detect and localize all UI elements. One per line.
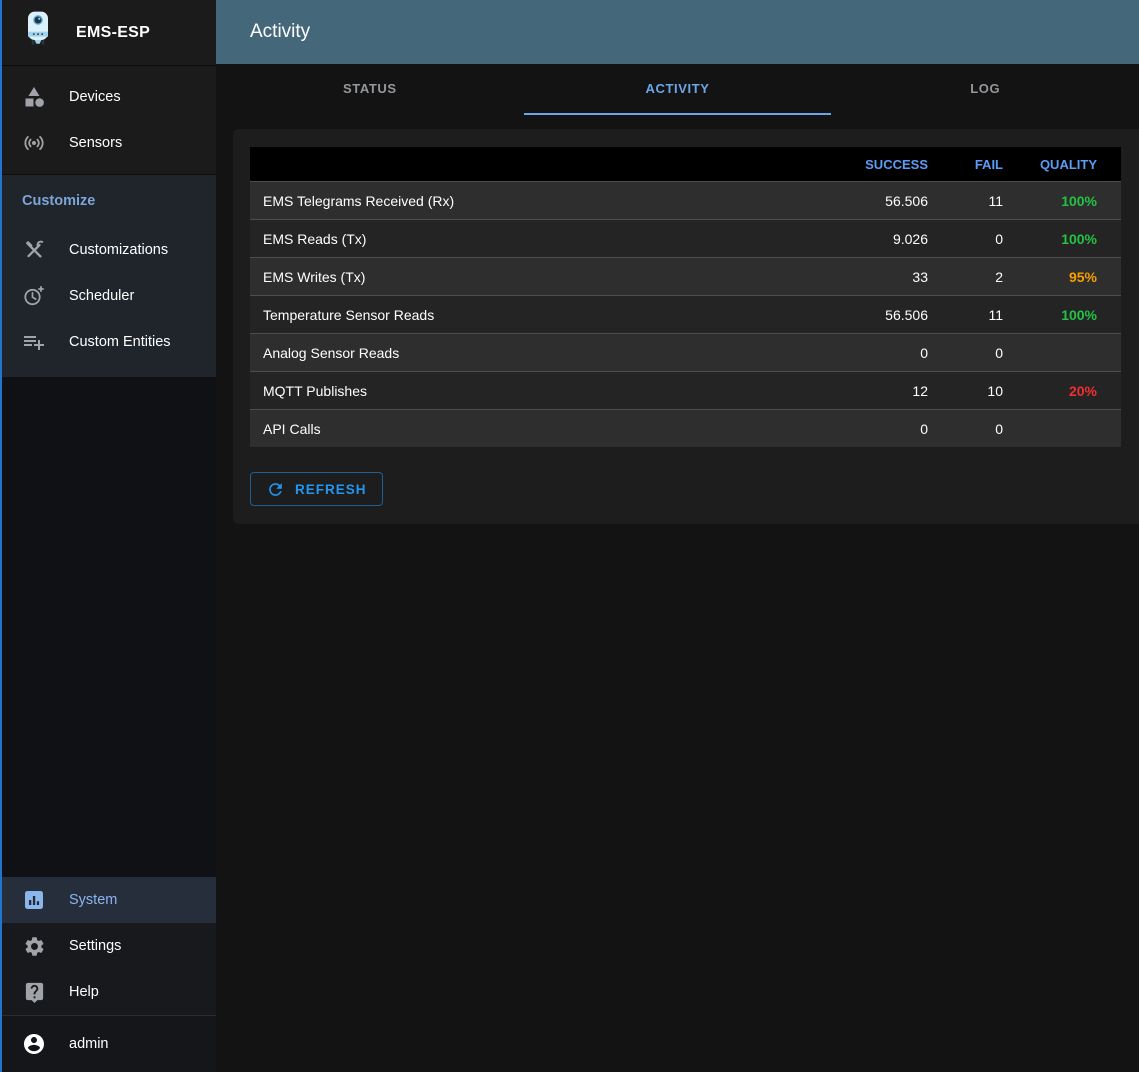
row-success: 12 bbox=[912, 382, 928, 399]
app-header: EMS-ESP bbox=[0, 0, 216, 66]
sidebar-item-label: Customizations bbox=[69, 242, 169, 258]
account-circle-icon bbox=[22, 1032, 46, 1056]
sidebar-item-custom-entities[interactable]: Custom Entities bbox=[0, 319, 216, 365]
row-quality: 100% bbox=[1061, 230, 1097, 247]
row-name: Temperature Sensor Reads bbox=[263, 306, 435, 323]
clock-plus-icon bbox=[22, 284, 46, 308]
page-title: Activity bbox=[250, 21, 311, 42]
row-fail: 11 bbox=[988, 306, 1003, 323]
appbar: Activity bbox=[216, 0, 1139, 64]
refresh-button-label: REFRESH bbox=[295, 481, 367, 497]
column-header-quality: QUALITY bbox=[1039, 156, 1097, 172]
playlist-add-icon bbox=[22, 330, 46, 354]
sidebar-item-label: Sensors bbox=[69, 135, 123, 151]
row-fail: 2 bbox=[995, 268, 1003, 285]
help-icon bbox=[22, 981, 46, 1004]
sidebar: EMS-ESP Devices bbox=[0, 0, 216, 1072]
row-success: 56.506 bbox=[885, 192, 928, 209]
row-quality: 20% bbox=[1068, 382, 1097, 399]
table-header-row: SUCCESS FAIL QUALITY bbox=[250, 147, 1121, 181]
row-success: 33 bbox=[912, 268, 928, 285]
customize-section-label: Customize bbox=[22, 193, 96, 209]
row-fail: 0 bbox=[995, 230, 1003, 247]
row-fail: 11 bbox=[988, 192, 1003, 209]
row-quality: 100% bbox=[1061, 306, 1097, 323]
table-row: MQTT Publishes 12 10 20% bbox=[250, 371, 1121, 409]
window-edge-highlight bbox=[0, 0, 2, 1072]
refresh-icon bbox=[266, 480, 285, 499]
row-fail: 0 bbox=[995, 344, 1003, 361]
tab-status[interactable]: STATUS bbox=[343, 81, 397, 96]
column-header-fail: FAIL bbox=[974, 156, 1003, 172]
row-success: 0 bbox=[920, 420, 928, 437]
sidebar-item-label: Help bbox=[69, 984, 99, 1000]
sidebar-item-label: Scheduler bbox=[69, 288, 135, 304]
sidebar-main-nav: Devices Sensors bbox=[0, 66, 216, 174]
main-area: Activity STATUS ACTIVITY LOG SUCCESS FAI… bbox=[216, 0, 1139, 1072]
sidebar-item-devices[interactable]: Devices bbox=[0, 74, 216, 120]
sidebar-customize-section: Customize Customizations bbox=[0, 174, 216, 377]
table-row: API Calls 0 0 bbox=[250, 409, 1121, 447]
sidebar-item-sensors[interactable]: Sensors bbox=[0, 120, 216, 166]
table-row: EMS Telegrams Received (Rx) 56.506 11 10… bbox=[250, 181, 1121, 219]
row-name: API Calls bbox=[263, 420, 321, 437]
tab-bar: STATUS ACTIVITY LOG bbox=[216, 64, 1139, 115]
boiler-logo-icon bbox=[18, 10, 58, 55]
activity-table: SUCCESS FAIL QUALITY EMS Telegrams Recei… bbox=[250, 147, 1121, 447]
row-name: Analog Sensor Reads bbox=[263, 344, 400, 361]
sidebar-user-section: admin bbox=[0, 1015, 216, 1072]
sidebar-bottom-nav: System Settings Help bbox=[0, 877, 216, 1015]
bar-chart-icon bbox=[22, 888, 46, 912]
row-fail: 10 bbox=[987, 382, 1003, 399]
table-row: Analog Sensor Reads 0 0 bbox=[250, 333, 1121, 371]
row-name: EMS Writes (Tx) bbox=[263, 268, 366, 285]
sidebar-item-label: System bbox=[69, 892, 118, 908]
row-quality: 100% bbox=[1061, 192, 1097, 209]
devices-icon bbox=[22, 85, 46, 109]
sidebar-spacer bbox=[0, 377, 216, 877]
row-success: 0 bbox=[920, 344, 928, 361]
app-title: EMS-ESP bbox=[76, 23, 151, 41]
sidebar-item-label: Settings bbox=[69, 938, 122, 954]
row-name: MQTT Publishes bbox=[263, 382, 367, 399]
row-fail: 0 bbox=[995, 420, 1003, 437]
table-row: EMS Writes (Tx) 33 2 95% bbox=[250, 257, 1121, 295]
column-header-success: SUCCESS bbox=[865, 156, 928, 172]
sidebar-item-admin[interactable]: admin bbox=[0, 1021, 216, 1067]
table-row: EMS Reads (Tx) 9.026 0 100% bbox=[250, 219, 1121, 257]
refresh-button[interactable]: REFRESH bbox=[250, 472, 383, 506]
gear-icon bbox=[22, 935, 46, 958]
row-success: 9.026 bbox=[892, 230, 928, 247]
tab-log[interactable]: LOG bbox=[970, 81, 1001, 96]
sidebar-item-label: Custom Entities bbox=[69, 334, 171, 350]
sidebar-item-settings[interactable]: Settings bbox=[0, 923, 216, 969]
sidebar-item-scheduler[interactable]: Scheduler bbox=[0, 273, 216, 319]
row-name: EMS Telegrams Received (Rx) bbox=[263, 192, 455, 209]
sidebar-item-help[interactable]: Help bbox=[0, 969, 216, 1015]
sensors-icon bbox=[22, 131, 46, 155]
username-label: admin bbox=[69, 1036, 109, 1052]
row-quality: 95% bbox=[1068, 268, 1097, 285]
activity-card: SUCCESS FAIL QUALITY EMS Telegrams Recei… bbox=[233, 129, 1139, 524]
sidebar-item-system[interactable]: System bbox=[0, 877, 216, 923]
table-row: Temperature Sensor Reads 56.506 11 100% bbox=[250, 295, 1121, 333]
row-success: 56.506 bbox=[885, 306, 928, 323]
sidebar-item-customizations[interactable]: Customizations bbox=[0, 227, 216, 273]
row-name: EMS Reads (Tx) bbox=[263, 230, 367, 247]
sidebar-item-label: Devices bbox=[69, 89, 121, 105]
construction-tools-icon bbox=[22, 239, 46, 262]
tab-activity[interactable]: ACTIVITY bbox=[523, 64, 832, 115]
